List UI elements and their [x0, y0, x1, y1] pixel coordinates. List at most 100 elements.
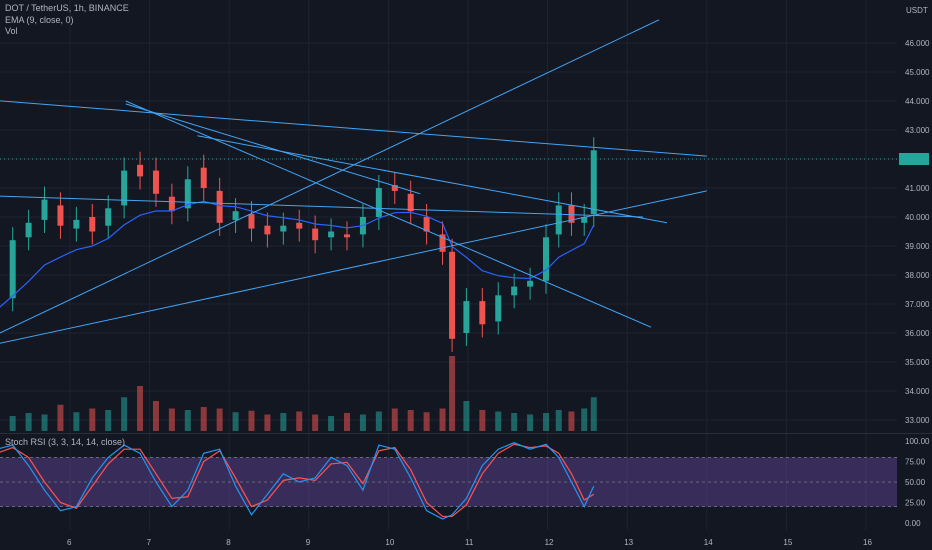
volume-bar — [543, 413, 550, 431]
stoch-band — [0, 457, 897, 507]
price-tick-label: 39.000 — [905, 242, 930, 251]
stoch-tick-label: 25.00 — [905, 499, 926, 508]
volume-bar — [296, 411, 303, 431]
candle-body — [511, 286, 518, 296]
volume-bars — [9, 356, 597, 431]
volume-bar — [511, 413, 518, 431]
time-tick-label: 14 — [704, 538, 713, 547]
candle-body — [296, 222, 303, 229]
candle-body — [264, 225, 271, 235]
trendlines[interactable] — [0, 19, 897, 368]
candle-body — [57, 205, 64, 226]
stoch-tick-label: 50.00 — [905, 478, 926, 487]
candle-body — [41, 199, 48, 220]
volume-bar — [57, 404, 64, 431]
stoch-d-line — [0, 443, 595, 518]
candle-body — [121, 170, 128, 206]
trendline — [0, 100, 707, 157]
volume-bar — [439, 408, 446, 431]
candle-body — [581, 217, 588, 223]
price-tick-label: 33.000 — [905, 416, 930, 425]
stoch-lines — [0, 441, 595, 520]
candle-body — [73, 219, 80, 229]
vol-legend[interactable]: Vol — [5, 26, 18, 36]
candles[interactable] — [0, 137, 597, 352]
stoch-band-fill — [0, 457, 897, 507]
stoch-legend[interactable]: Stoch RSI (3, 3, 14, 14, close) — [5, 437, 126, 447]
time-tick-label: 13 — [624, 538, 633, 547]
volume-bar — [232, 412, 239, 431]
price-tick-label: 43.000 — [905, 126, 930, 135]
price-tick-label: 46.000 — [905, 39, 930, 48]
candle-body — [89, 217, 96, 232]
candle-body — [439, 234, 446, 252]
candle-body — [312, 228, 319, 241]
price-tick-label: 35.000 — [905, 358, 930, 367]
price-tick-label: 45.000 — [905, 68, 930, 77]
candle-body — [449, 251, 456, 339]
candle-body — [479, 301, 486, 325]
volume-bar — [216, 408, 223, 431]
trendline — [0, 190, 707, 344]
stoch-tick-label: 100.00 — [905, 437, 930, 446]
volume-bar — [200, 407, 207, 431]
price-axis[interactable]: 46.000 45.000 44.000 43.000 41.000 40.000 39.0… — [899, 39, 930, 425]
volume-bar — [449, 356, 456, 431]
price-tick-label: 37.000 — [905, 300, 930, 309]
volume-bar — [168, 408, 175, 431]
candle-body — [232, 211, 239, 220]
volume-bar — [423, 412, 430, 431]
trendline — [0, 19, 660, 334]
time-tick-label: 10 — [385, 538, 394, 547]
time-tick-label: 11 — [465, 538, 474, 547]
volume-bar — [527, 414, 534, 431]
time-tick-label: 12 — [545, 538, 554, 547]
stoch-tick-label: 0.00 — [905, 519, 921, 528]
candle-body — [280, 225, 287, 232]
volume-bar — [264, 414, 271, 431]
volume-bar — [463, 401, 470, 431]
candle-body — [137, 164, 144, 177]
volume-bar — [581, 408, 588, 431]
candle-body — [463, 301, 470, 333]
price-tick-label: 44.000 — [905, 97, 930, 106]
volume-bar — [121, 397, 128, 431]
candle-body — [184, 179, 191, 209]
volume-bar — [568, 411, 575, 431]
price-tick-label: 36.000 — [905, 329, 930, 338]
volume-bar — [25, 413, 32, 431]
time-axis[interactable]: 6 7 8 9 10 11 12 13 14 15 16 — [67, 538, 872, 547]
candle-body — [168, 196, 175, 212]
volume-bar — [280, 413, 287, 431]
time-tick-label: 15 — [783, 538, 792, 547]
volume-bar — [359, 414, 366, 431]
candle-body — [9, 240, 16, 299]
price-tick-label: 38.000 — [905, 271, 930, 280]
candle-body — [216, 190, 223, 223]
candle-body — [555, 205, 562, 235]
pane-separator[interactable] — [0, 433, 932, 434]
volume-bar — [312, 414, 319, 431]
ema-legend[interactable]: EMA (9, close, 0) — [5, 15, 74, 25]
stoch-tick-label: 75.00 — [905, 458, 926, 467]
symbol-legend[interactable]: DOT / TetherUS, 1h, BINANCE — [5, 3, 129, 14]
price-tick-label: 41.000 — [905, 184, 930, 193]
volume-bar — [73, 412, 80, 431]
candle-body — [200, 167, 207, 188]
volume-bar — [248, 410, 255, 431]
price-tick-label: 34.000 — [905, 387, 930, 396]
time-tick-label: 8 — [226, 538, 231, 547]
candle-body — [527, 280, 534, 287]
candle-body — [391, 185, 398, 191]
current-price-tag — [899, 153, 929, 165]
ema-line — [0, 200, 595, 308]
candle-body — [495, 295, 502, 322]
symbol-title: DOT / TetherUS, 1h, BINANCE — [5, 3, 129, 13]
volume-bar — [184, 410, 191, 431]
volume-bar — [495, 411, 502, 431]
price-tick-label: 40.000 — [905, 213, 930, 222]
stoch-axis: 100.00 75.00 50.00 25.00 0.00 — [905, 437, 930, 528]
candle-body — [152, 170, 159, 194]
candle-body — [375, 188, 382, 217]
